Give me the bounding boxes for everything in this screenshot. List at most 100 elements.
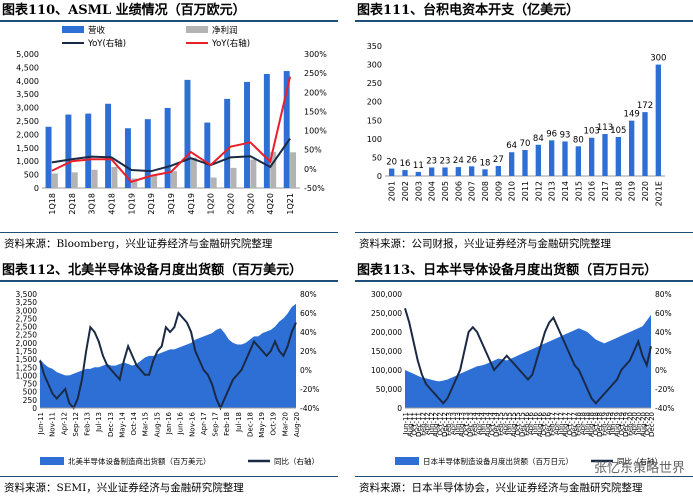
data-label: 64 (506, 141, 517, 151)
x-tick: Feb-13 (84, 412, 92, 436)
y-tick-right: -20% (655, 385, 674, 394)
capex-bar (642, 112, 648, 176)
x-tick: 4Q20 (266, 193, 275, 215)
legend-label: 同比（右轴） (617, 456, 662, 466)
y-tick-left: 2,250 (16, 331, 38, 340)
revenue-bar (244, 81, 250, 188)
x-tick: Aug-11 (406, 412, 414, 437)
x-tick: Oct-18 (592, 412, 600, 436)
jp-equipment-chart: 0 50,000 100,000 150,000 200,000 250,000 300,0… (371, 290, 674, 466)
y-tick-left: 750 (23, 380, 38, 389)
y-tick-left: 300,000 (371, 290, 402, 299)
net-profit-bar (151, 175, 158, 188)
y-tick-right: 80% (300, 290, 317, 299)
revenue-bar (105, 103, 112, 188)
legend-label: 营收 (88, 25, 106, 36)
data-label: 70 (520, 139, 531, 149)
revenue-bar (224, 98, 231, 188)
legend-swatch (40, 457, 64, 465)
x-tick: Jun-15 (506, 412, 514, 435)
x-tick: Feb-20 (626, 412, 634, 436)
y-tick-left: 500 (23, 388, 38, 397)
capex-bar (602, 134, 608, 176)
x-tick: 2011 (521, 181, 530, 201)
capex-bar (615, 137, 621, 176)
data-label: 11 (413, 161, 424, 171)
capex-bar (655, 64, 661, 176)
shipments-area (405, 314, 651, 408)
x-tick: Apr-19 (605, 412, 613, 435)
x-tick: Feb-16 (523, 411, 531, 435)
x-tick: Feb-12 (419, 412, 427, 436)
x-tick: Nov-16 (188, 411, 196, 436)
data-label: 24 (453, 156, 464, 166)
data-label: 113 (597, 123, 613, 133)
legend-swatch (62, 26, 84, 33)
x-tick: Oct-14 (488, 411, 496, 435)
x-tick: 3Q19 (167, 193, 176, 215)
y-tick-right: 60% (655, 309, 672, 318)
x-tick: 1Q18 (48, 193, 57, 215)
revenue-bar (85, 113, 92, 188)
x-tick: Apr-12 (60, 412, 68, 435)
legend-swatch (395, 457, 419, 465)
x-tick: Oct-13 (462, 412, 470, 436)
y-tick-right: 80% (655, 290, 672, 299)
x-tick: Jun-14 (480, 411, 488, 435)
capex-bar (469, 166, 475, 176)
chart-source: 资料来源：公司财报，兴业证券经济与金融研究院整理 (355, 232, 693, 251)
revenue-bar (144, 119, 151, 188)
net-profit-bar (131, 178, 138, 188)
x-tick: Jul-13 (95, 412, 103, 433)
x-tick: Aug-18 (588, 412, 596, 437)
chart-title: 图表113、日本半导体设备月度出货额（百万日元） (355, 260, 693, 282)
data-label: 93 (560, 130, 571, 140)
x-tick: Oct-19 (618, 412, 626, 436)
x-tick: Jun-13 (454, 412, 462, 435)
x-tick: Apr-12 (424, 412, 432, 435)
x-tick: Aug-16 (536, 411, 544, 437)
x-tick: 2017 (601, 181, 610, 201)
revenue-bar (184, 79, 191, 188)
y-tick-right: 0% (300, 366, 312, 375)
x-tick: Aug-20 (293, 412, 301, 437)
data-label: 26 (466, 155, 477, 165)
x-tick: Jun-17 (557, 412, 565, 435)
x-tick: Oct-19 (270, 412, 278, 436)
data-label: 96 (546, 129, 557, 139)
x-tick: Aug-17 (562, 412, 570, 437)
legend-swatch (186, 26, 208, 33)
capex-bar (509, 152, 515, 176)
x-tick: 2001 (388, 181, 397, 201)
x-tick: Jun-18 (583, 412, 591, 435)
revenue-bar (45, 126, 52, 188)
x-tick: Jun-19 (609, 412, 617, 435)
x-tick: 2005 (441, 181, 450, 201)
yoy-revenue-line (51, 138, 291, 173)
x-tick: Aug-15 (153, 412, 161, 437)
data-label: 149 (624, 110, 640, 120)
y-tick-left: 0 (397, 404, 402, 413)
y-tick-right: 60% (300, 309, 317, 318)
capex-bar (429, 167, 435, 176)
y-tick-right: 250% (304, 69, 327, 78)
capex-bar (522, 150, 528, 176)
x-tick: 2Q18 (68, 193, 77, 215)
x-tick: Nov-11 (49, 412, 57, 437)
x-tick: 2015 (574, 181, 583, 201)
data-label: 300 (650, 54, 666, 64)
y-tick-left: 500 (24, 171, 39, 180)
legend-label: YoY(右轴) (87, 38, 126, 49)
x-tick: Dec-14 (493, 411, 501, 437)
y-tick: 250 (367, 79, 382, 88)
y-tick-left: 1,250 (16, 363, 38, 372)
y-tick-left: 2,000 (16, 339, 38, 348)
y-tick-left: 4,500 (16, 63, 39, 72)
x-tick: 2007 (468, 181, 477, 201)
y-tick-right: 200% (304, 88, 327, 97)
chart-title: 图表110、ASML 业绩情况（百万欧元） (0, 0, 338, 22)
x-tick: Dec-13 (467, 412, 475, 437)
x-tick: 2Q20 (227, 193, 236, 215)
x-tick: 3Q20 (246, 193, 255, 215)
y-tick: 200 (367, 98, 382, 107)
